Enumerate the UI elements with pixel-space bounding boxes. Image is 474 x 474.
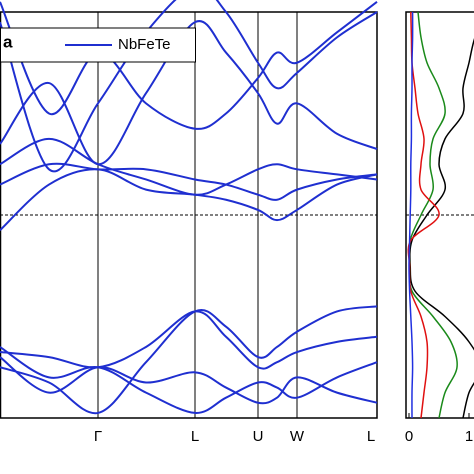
dos-line [408,11,414,419]
x-tick-label: Γ [94,428,102,445]
x-tick-label: L [191,428,199,445]
legend-label: NbFeTe [118,36,171,53]
band-line [0,356,378,405]
band-line [0,310,378,370]
x-tick-label: U [253,428,264,445]
dos-line [407,11,440,419]
band-line [0,305,378,415]
x-tick-label: 1 [465,428,473,445]
band-line [0,168,378,231]
band-line [0,1,378,130]
dos-line [409,38,474,419]
band-line [0,137,378,196]
band-line [0,0,378,173]
x-tick-label: L [367,428,375,445]
x-tick-label: 0 [405,428,413,445]
x-tick-label: W [290,428,305,445]
panel-label: a [3,32,13,51]
dos-line [408,11,458,419]
band-line [0,346,378,414]
band-line [0,20,378,166]
